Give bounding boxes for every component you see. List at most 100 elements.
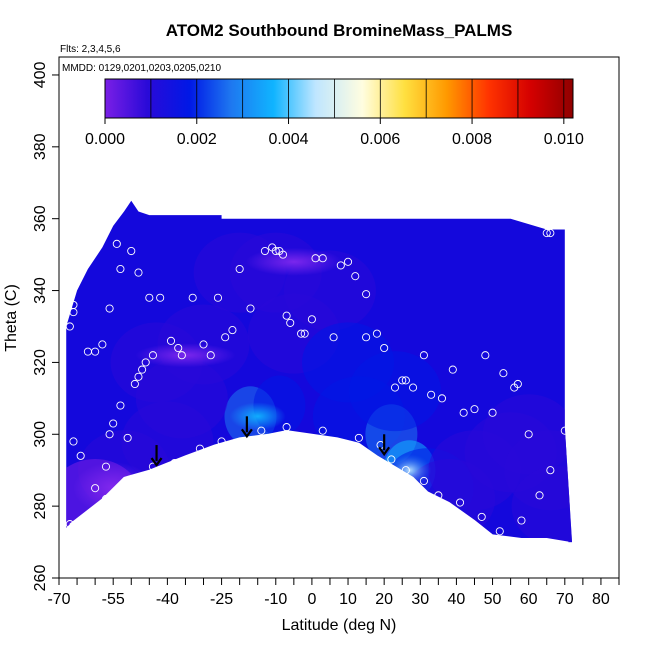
colorbar-tick-label: 0.010 [544,131,584,148]
x-tick-label: -10 [264,591,287,608]
arrow-head [378,446,391,457]
sample-point [434,491,443,500]
sample-point [101,494,111,504]
sample-point [354,433,363,442]
sample-point [307,315,316,324]
sample-point [372,329,381,338]
sample-point [409,383,418,392]
sample-point [351,272,360,281]
sample-point [156,293,165,302]
x-tick-label: 70 [556,591,574,608]
sample-point [217,437,226,446]
sample-point [282,311,291,320]
x-tick-label: -70 [47,591,70,608]
sample-point [286,318,295,327]
sample-point [221,333,230,342]
x-tick-label: 10 [339,591,357,608]
x-tick-label: 50 [484,591,502,608]
sample-point [542,229,551,238]
sample-point [91,484,100,493]
sample-point [112,239,121,248]
sample-point [297,329,306,338]
x-tick-label: 80 [592,591,610,608]
colorbar-tick-label: 0.000 [85,131,125,148]
sample-point [138,365,147,374]
sample-point [437,394,447,403]
sample-point [401,466,410,475]
y-tick-label: 380 [32,133,49,160]
sample-point [98,340,107,349]
dates-note: MMDD: 0129,0201,0203,0205,0210 [62,63,221,74]
y-tick-label: 300 [32,421,49,448]
sample-point [134,268,143,277]
sample-point [116,401,125,410]
sample-point [488,408,497,417]
sample-point [546,466,555,475]
sample-point [362,333,371,342]
sample-point [213,293,223,302]
sample-point [130,379,139,389]
sample-point [246,304,255,313]
sample-point [174,343,183,353]
heatmap-field [66,200,573,543]
colorbar: 0.000 0.002 0.004 0.006 0.008 0.010 [85,78,584,148]
x-tick-label: 30 [411,591,429,608]
y-axis-label: Theta (C) [3,284,20,352]
sample-point [329,333,338,342]
colorbar-tick-label: 0.002 [177,131,217,148]
sample-point [148,351,157,360]
sample-point [278,250,288,259]
y-tick-label: 320 [32,349,49,376]
arrow-head [240,428,253,439]
sample-point [535,491,544,500]
arrow-head [150,457,163,467]
sample-point [123,433,132,442]
sample-point [65,520,74,529]
sample-point [343,257,353,266]
sample-point [260,246,269,256]
sample-point [560,426,569,435]
x-tick-label: 0 [307,591,316,608]
sample-point [127,246,136,256]
sample-point [513,379,522,389]
colorbar-tick-label: 0.008 [452,131,492,148]
sample-point [448,365,457,374]
sample-point [499,369,508,378]
sample-point [524,430,533,439]
x-axis-label: Latitude (deg N) [282,617,397,634]
sample-point [134,372,143,381]
sample-point [257,426,266,435]
sample-point [517,516,526,525]
ground-boundary [69,430,569,543]
sample-point [69,308,78,317]
sample-point [177,351,186,360]
sample-point [495,527,504,536]
y-tick-label: 340 [32,277,49,304]
y-tick-label: 280 [32,493,49,520]
x-tick-label: -55 [102,591,125,608]
sample-point [459,408,468,417]
x-tick-label: 40 [448,591,466,608]
sample-point [481,351,490,360]
y-tick-label: 260 [32,565,49,592]
sample-point [166,336,176,345]
colorbar-tick-label: 0.006 [360,131,400,148]
sample-point [427,390,436,399]
sample-point [398,376,407,385]
heatmap-cell [229,402,286,431]
heatmap-cell [511,466,573,543]
sample-point [336,261,345,270]
down-arrow-icon [150,445,163,467]
sample-point [105,304,114,313]
sample-point [195,444,204,453]
sample-point [105,430,114,439]
sample-point [470,405,479,414]
plot-frame [58,56,620,579]
colorbar-gradient [105,79,573,118]
x-tick-label: -40 [156,591,179,608]
sample-point [91,347,100,356]
sample-point [419,476,428,486]
sample-point [362,290,371,299]
sample-point [199,340,208,349]
